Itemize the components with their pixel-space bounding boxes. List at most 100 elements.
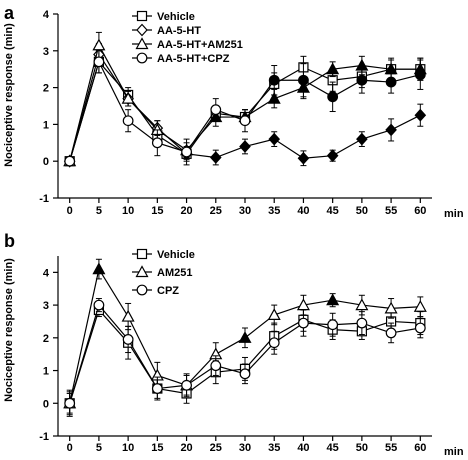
data-point xyxy=(268,132,281,146)
x-tick-label: 40 xyxy=(297,442,309,454)
x-tick-label: 30 xyxy=(239,205,251,217)
data-point xyxy=(92,38,106,51)
legend: Vehicle AA-5-HT AA-5-HT+AM251 AA-5-HT+CPZ xyxy=(132,10,243,65)
y-tick-label: 4 xyxy=(43,267,50,279)
data-point xyxy=(327,91,339,103)
data-point xyxy=(356,74,368,86)
y-axis-label: Nociceptive response (min) xyxy=(3,258,15,402)
data-point xyxy=(151,137,163,149)
data-point xyxy=(210,360,222,372)
x-tick-label: 60 xyxy=(414,205,426,217)
data-point xyxy=(93,299,105,311)
x-tick-label: 45 xyxy=(327,442,339,454)
panel-b: b Nociceptive response (min) min xyxy=(3,231,464,458)
legend: Vehicle AM251 CPZ xyxy=(132,248,195,297)
data-point xyxy=(297,151,310,165)
y-axis-label: Nociceptive response (min) xyxy=(3,23,15,167)
y-tick-label: 1 xyxy=(43,366,49,378)
x-tick-label: 25 xyxy=(210,442,222,454)
data-point xyxy=(326,62,340,75)
data-point xyxy=(414,322,426,334)
data-point xyxy=(64,155,76,167)
data-point xyxy=(238,331,252,343)
data-point xyxy=(326,149,339,163)
x-axis-label: min xyxy=(444,208,464,220)
data-point xyxy=(210,104,222,116)
legend-label: AA-5-HT+CPZ xyxy=(157,53,230,65)
data-point xyxy=(327,319,339,331)
panel-label: a xyxy=(4,3,15,23)
legend-marker xyxy=(135,265,149,278)
data-point xyxy=(181,379,192,391)
x-tick-label: 20 xyxy=(180,205,192,217)
x-tick-label: 0 xyxy=(67,442,73,454)
data-point xyxy=(239,115,251,127)
data-point xyxy=(414,108,427,122)
x-tick-label: 40 xyxy=(297,205,309,217)
y-tick-label: 3 xyxy=(43,46,49,58)
data-point xyxy=(298,74,309,86)
data-point xyxy=(267,91,281,104)
series-line xyxy=(69,303,421,404)
x-tick-label: 60 xyxy=(414,442,426,454)
x-tick-label: 10 xyxy=(122,205,134,217)
legend-marker xyxy=(135,37,149,50)
data-point xyxy=(121,91,135,104)
data-point xyxy=(356,132,368,146)
data-point xyxy=(355,298,369,311)
data-point xyxy=(384,301,398,314)
series-diamond xyxy=(63,42,427,168)
data-point xyxy=(298,317,309,329)
y-tick-label: 2 xyxy=(43,83,49,95)
x-tick-label: 5 xyxy=(96,442,102,454)
legend-label: Vehicle xyxy=(157,11,195,23)
legend-marker xyxy=(136,10,148,22)
x-tick-label: 55 xyxy=(385,205,397,217)
x-tick-label: 20 xyxy=(180,442,192,454)
data-point xyxy=(413,299,427,312)
data-point xyxy=(92,262,106,275)
legend-label: AM251 xyxy=(157,267,192,279)
y-tick-label: 4 xyxy=(43,9,50,21)
data-point xyxy=(64,397,76,409)
data-point xyxy=(93,56,105,68)
series-circle xyxy=(64,298,426,416)
legend-marker xyxy=(136,52,148,64)
x-tick-label: 35 xyxy=(268,205,280,217)
series-square xyxy=(64,302,426,417)
x-axis-label: min xyxy=(444,446,464,458)
data-point xyxy=(121,309,135,322)
data-point xyxy=(268,74,280,86)
data-point xyxy=(414,69,426,81)
data-point xyxy=(151,383,163,394)
y-tick-label: 2 xyxy=(43,333,49,345)
data-point xyxy=(356,317,368,329)
x-tick-label: 30 xyxy=(239,442,251,454)
x-tick-label: 45 xyxy=(327,205,339,217)
legend-label: AA-5-HT+AM251 xyxy=(157,39,243,51)
series-circle xyxy=(64,50,426,167)
x-tick-label: 35 xyxy=(268,442,280,454)
data-point xyxy=(239,368,251,380)
x-tick-label: 55 xyxy=(385,442,397,454)
legend-marker xyxy=(136,248,148,260)
x-tick-label: 50 xyxy=(356,442,368,454)
y-tick-label: -1 xyxy=(39,431,49,443)
x-tick-label: 15 xyxy=(151,442,163,454)
legend-label: AA-5-HT xyxy=(157,25,201,37)
legend-marker xyxy=(136,23,148,37)
x-tick-label: 0 xyxy=(67,205,73,217)
data-point xyxy=(122,334,134,345)
data-point xyxy=(385,327,397,339)
y-tick-label: 1 xyxy=(43,119,49,131)
x-tick-label: 25 xyxy=(210,205,222,217)
x-tick-label: 5 xyxy=(96,205,102,217)
y-tick-label: -1 xyxy=(39,193,49,205)
series-line xyxy=(69,308,421,404)
y-tick-label: 0 xyxy=(43,398,49,410)
data-point xyxy=(385,76,397,88)
x-tick-label: 10 xyxy=(122,442,134,454)
x-tick-label: 15 xyxy=(151,205,163,217)
